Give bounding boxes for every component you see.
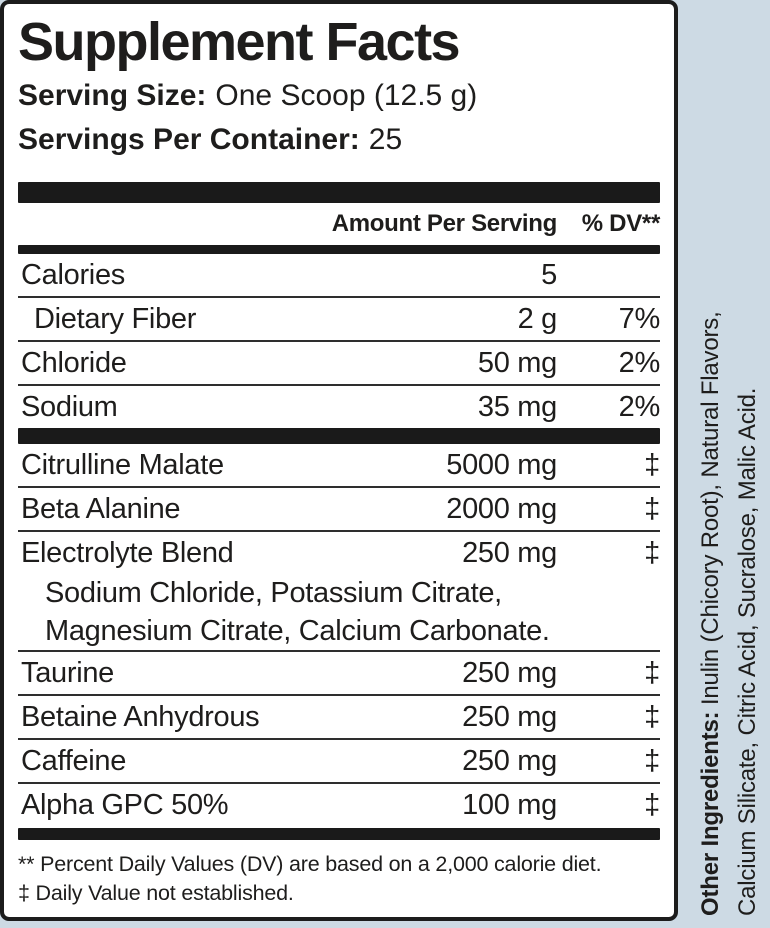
- row-dv: ‡: [644, 656, 660, 689]
- row-amount: 35 mg: [477, 390, 557, 423]
- table-row-chloride: Chloride 50 mg 2%: [18, 342, 660, 384]
- table-row-electrolyte-blend: Electrolyte Blend 250 mg ‡: [18, 532, 660, 574]
- table-header-row: Amount Per Serving % DV**: [18, 203, 661, 245]
- table-row-citrulline-malate: Citrulline Malate 5000 mg ‡: [18, 444, 660, 486]
- row-name: Sodium: [21, 390, 118, 423]
- row-dv: ‡: [644, 744, 660, 777]
- row-separator: [18, 738, 660, 740]
- table-row-taurine: Taurine 250 mg ‡: [18, 652, 660, 694]
- row-dv: ‡: [644, 700, 660, 733]
- column-header-dv: % DV**: [581, 210, 661, 237]
- column-header-amount: Amount Per Serving: [331, 210, 558, 237]
- electrolyte-blend-subline-1: Sodium Chloride, Potassium Citrate,: [45, 576, 502, 609]
- row-dv: ‡: [644, 492, 660, 525]
- row-name: Caffeine: [21, 744, 127, 777]
- row-name: Chloride: [21, 346, 127, 379]
- table-row-betaine-anhydrous: Betaine Anhydrous 250 mg ‡: [18, 696, 660, 738]
- table-row-calories: Calories 5: [18, 254, 660, 296]
- row-amount: 250 mg: [462, 744, 557, 777]
- row-separator: [18, 782, 660, 784]
- row-name: Calories: [21, 258, 125, 291]
- row-name: Betaine Anhydrous: [21, 700, 260, 733]
- row-separator: [18, 650, 660, 652]
- servings-per-container-value: 25: [368, 123, 403, 156]
- row-dv: ‡: [644, 788, 660, 821]
- row-amount: 5: [541, 258, 557, 291]
- row-separator: [18, 694, 660, 696]
- supplement-facts-panel: Supplement Facts Serving Size: One Scoop …: [0, 0, 678, 921]
- row-amount: 250 mg: [462, 700, 557, 733]
- row-separator: [18, 486, 660, 488]
- other-ingredients-line-1: Other Ingredients: Inulin (Chicory Root)…: [692, 16, 729, 916]
- row-separator: [18, 340, 660, 342]
- row-name: Dietary Fiber: [34, 302, 197, 335]
- row-dv: ‡: [644, 536, 660, 569]
- panel-title: Supplement Facts: [18, 12, 461, 72]
- other-ingredients-line-1-rest: Inulin (Chicory Root), Natural Flavors,: [697, 311, 724, 712]
- servings-per-container-line: Servings Per Container: 25: [18, 118, 660, 162]
- row-separator: [18, 296, 660, 298]
- other-ingredients-line-2: Calcium Silicate, Citric Acid, Sucralose…: [734, 387, 761, 916]
- divider-bar-section: [18, 428, 660, 444]
- row-name: Citrulline Malate: [21, 448, 224, 481]
- servings-per-container-label: Servings Per Container:: [18, 123, 360, 156]
- table-row-alpha-gpc: Alpha GPC 50% 100 mg ‡: [18, 784, 660, 826]
- electrolyte-blend-subline-2: Magnesium Citrate, Calcium Carbonate.: [45, 614, 550, 647]
- footnote-percent-dv: ** Percent Daily Values (DV) are based o…: [18, 852, 602, 876]
- row-amount: 2 g: [517, 302, 558, 335]
- divider-bar-header: [18, 245, 660, 254]
- serving-size-value: One Scoop (12.5 g): [215, 79, 478, 112]
- row-dv: 2%: [618, 346, 661, 379]
- row-dv: 2%: [618, 390, 661, 423]
- table-row-beta-alanine: Beta Alanine 2000 mg ‡: [18, 488, 660, 530]
- row-name: Taurine: [21, 656, 115, 689]
- row-separator: [18, 384, 660, 386]
- row-amount: 250 mg: [462, 656, 557, 689]
- row-dv: ‡: [644, 448, 660, 481]
- table-row-sodium: Sodium 35 mg 2%: [18, 386, 660, 428]
- footnote-dv-not-established: ‡ Daily Value not established.: [18, 881, 294, 905]
- row-name: Beta Alanine: [21, 492, 181, 525]
- table-row-caffeine: Caffeine 250 mg ‡: [18, 740, 660, 782]
- row-amount: 50 mg: [477, 346, 557, 379]
- row-dv: 7%: [618, 302, 661, 335]
- divider-bar-bottom: [18, 828, 660, 840]
- row-amount: 5000 mg: [446, 448, 557, 481]
- row-separator: [18, 530, 660, 532]
- row-name: Alpha GPC 50%: [21, 788, 229, 821]
- other-ingredients-label: Other Ingredients:: [697, 711, 724, 916]
- row-name: Electrolyte Blend: [21, 536, 234, 569]
- table-row-dietary-fiber: Dietary Fiber 2 g 7%: [18, 298, 660, 340]
- row-amount: 100 mg: [462, 788, 557, 821]
- footnotes: ** Percent Daily Values (DV) are based o…: [18, 840, 660, 908]
- divider-bar-top: [18, 182, 660, 203]
- serving-size-label: Serving Size:: [18, 79, 207, 112]
- row-amount: 250 mg: [462, 536, 557, 569]
- row-amount: 2000 mg: [446, 492, 557, 525]
- other-ingredients-sidetext: Other Ingredients: Inulin (Chicory Root)…: [692, 16, 766, 916]
- serving-size-line: Serving Size: One Scoop (12.5 g): [18, 74, 660, 118]
